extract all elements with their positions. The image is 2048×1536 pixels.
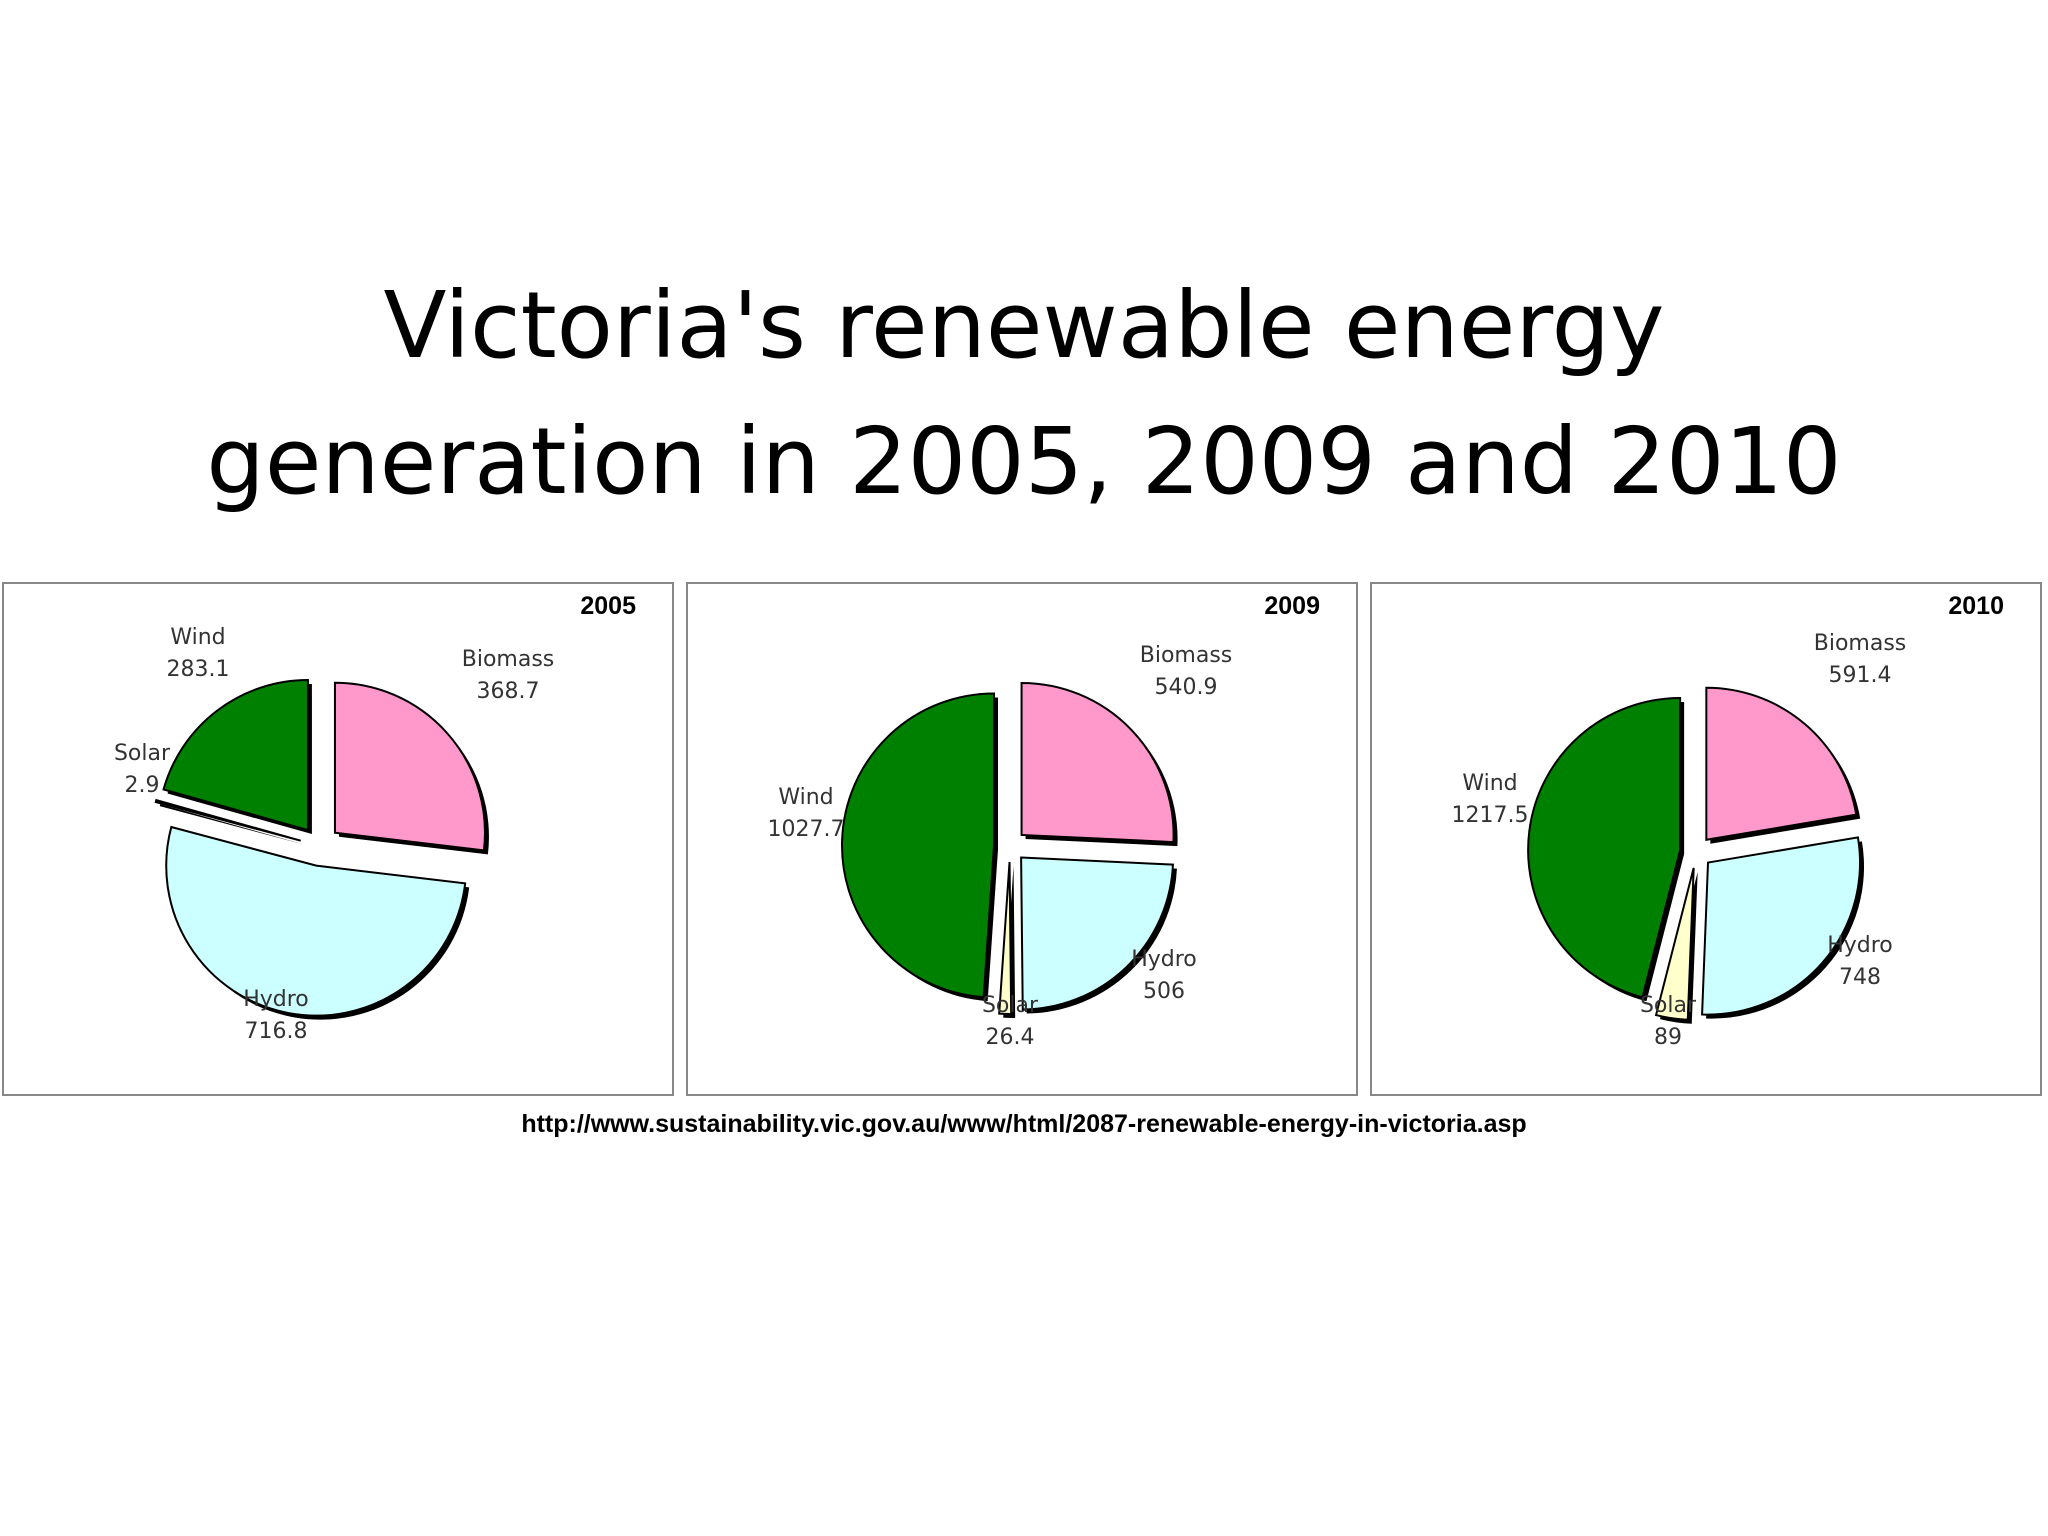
slice-label-biomass: Biomass 368.7 xyxy=(462,644,555,708)
slice-label-name: Wind xyxy=(778,785,834,810)
slice-label-biomass: Biomass 540.9 xyxy=(1140,640,1233,704)
slice-label-value: 591.4 xyxy=(1828,663,1892,688)
slice-label-name: Solar xyxy=(113,741,171,766)
pie-slice-wind xyxy=(1527,697,1682,999)
slice-label-wind: Wind 1027.7 xyxy=(768,782,845,846)
slice-label-value: 1027.7 xyxy=(767,817,845,842)
pie-slice-hydro xyxy=(1020,856,1174,1011)
pie-slice-biomass xyxy=(1020,681,1175,844)
slice-label-value: 748 xyxy=(1839,965,1881,990)
chart-year-label: 2005 xyxy=(580,592,636,620)
pie-chart-2009-svg xyxy=(841,681,1178,1018)
slice-label-name: Hydro xyxy=(1827,933,1893,958)
pie-slice-biomass xyxy=(333,681,486,852)
slide-title-line-2: generation in 2005, 2009 and 2010 xyxy=(206,408,1842,515)
pie-slice-hydro xyxy=(1701,836,1861,1016)
slice-label-name: Biomass xyxy=(1813,631,1907,656)
slice-label-name: Hydro xyxy=(243,987,309,1012)
slice-label-hydro: Hydro 506 xyxy=(1131,944,1197,1008)
slice-label-name: Hydro xyxy=(1131,947,1197,972)
slice-label-solar: Solar 26.4 xyxy=(982,990,1038,1054)
slide-title-line-1: Victoria's renewable energy xyxy=(383,272,1665,379)
source-url: http://www.sustainability.vic.gov.au/www… xyxy=(521,1110,1527,1138)
slice-label-solar: Solar 2.9 xyxy=(114,738,170,802)
pie-chart-2009: 2009 Biomass 540.9 Hydro 506 Solar 26.4 Wind 10… xyxy=(686,582,1358,1096)
slice-label-name: Wind xyxy=(170,625,226,650)
pie-slice-wind xyxy=(841,692,996,999)
slice-label-name: Biomass xyxy=(461,647,555,672)
slice-label-value: 283.1 xyxy=(166,657,230,682)
slice-label-biomass: Biomass 591.4 xyxy=(1814,628,1907,692)
slice-label-solar: Solar 89 xyxy=(1640,990,1696,1054)
pie-slice-wind xyxy=(162,679,309,832)
pie-slice-biomass xyxy=(1705,686,1858,841)
pie-chart-2010: 2010 Biomass 591.4 Hydro 748 Solar 89 Wind 1217… xyxy=(1370,582,2042,1096)
slice-label-wind: Wind 1217.5 xyxy=(1452,768,1529,832)
slice-label-value: 506 xyxy=(1143,979,1185,1004)
slice-label-value: 2.9 xyxy=(124,773,160,798)
chart-year-label: 2010 xyxy=(1948,592,2004,620)
pie-slice-shadow xyxy=(159,804,305,845)
chart-year-label: 2009 xyxy=(1264,592,1320,620)
slice-label-hydro: Hydro 748 xyxy=(1827,930,1893,994)
pie-slice-solar xyxy=(154,798,301,842)
slice-label-name: Biomass xyxy=(1139,643,1233,668)
pie-slice-solar xyxy=(998,861,1013,1015)
pie-chart-2010-svg xyxy=(1527,686,1865,1024)
slice-label-hydro: Hydro 716.8 xyxy=(243,984,309,1048)
pie-chart-2005-svg xyxy=(154,679,489,1020)
slide-title: Victoria's renewable energy generation i… xyxy=(0,258,2048,530)
charts-row: 2005 Biomass 368.7 Hydro 716.8 Solar 2.9 Wind 2… xyxy=(0,582,2048,1102)
slice-label-value: 716.8 xyxy=(244,1019,308,1044)
slice-label-value: 1217.5 xyxy=(1451,803,1529,828)
slice-label-value: 26.4 xyxy=(985,1025,1035,1050)
slice-label-value: 540.9 xyxy=(1154,675,1218,700)
slice-label-name: Solar xyxy=(981,993,1039,1018)
slice-label-name: Solar xyxy=(1639,993,1697,1018)
slice-label-value: 368.7 xyxy=(476,679,540,704)
pie-slice-solar xyxy=(1654,867,1695,1021)
pie-chart-2005: 2005 Biomass 368.7 Hydro 716.8 Solar 2.9 Wind 2… xyxy=(2,582,674,1096)
slice-label-wind: Wind 283.1 xyxy=(167,622,230,686)
slice-label-value: 89 xyxy=(1653,1025,1682,1050)
slice-label-name: Wind xyxy=(1462,771,1518,796)
pie-slice-hydro xyxy=(165,825,467,1017)
